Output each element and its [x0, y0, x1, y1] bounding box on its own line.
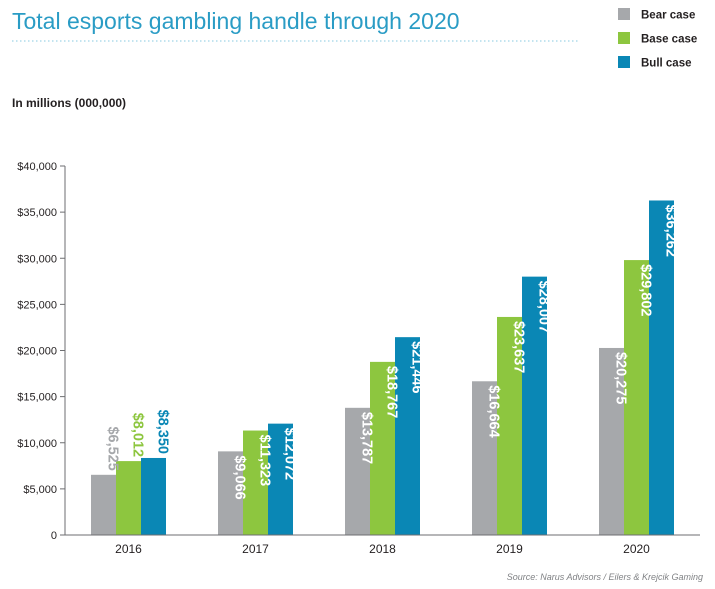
data-label: $21,446	[409, 341, 425, 393]
data-label: $20,275	[613, 352, 629, 404]
bar	[141, 457, 166, 535]
x-tick-label: 2020	[623, 542, 650, 556]
data-label-group: $20,275	[613, 352, 629, 404]
data-label-group: $21,446	[409, 341, 425, 393]
bar	[91, 474, 116, 535]
bar	[116, 461, 141, 535]
legend-label: Base case	[641, 34, 697, 46]
data-label: $9,066	[232, 455, 248, 499]
bar	[649, 200, 674, 536]
y-tick-label: $25,000	[17, 299, 57, 311]
data-labels: $6,525 $8,012 $8,350 $9,066 $11,323 $12,072 $1…	[105, 204, 679, 499]
data-label: $8,012	[130, 413, 146, 457]
legend: Bear case Base case Bull case	[618, 8, 697, 70]
x-tick-label: 2017	[242, 542, 269, 556]
data-label: $11,323	[257, 435, 273, 487]
bars	[91, 200, 674, 536]
bar	[624, 260, 649, 535]
legend-swatch	[618, 8, 630, 20]
legend-label: Bull case	[641, 58, 692, 70]
legend-swatch	[618, 32, 630, 44]
bar	[599, 347, 624, 535]
data-label-group: $28,007	[536, 281, 552, 333]
bar	[497, 316, 522, 535]
data-label-group: $6,525	[105, 426, 121, 470]
bar	[395, 337, 420, 535]
bar	[370, 361, 395, 535]
x-axis: 2016 2017 2018 2019 2020	[65, 534, 700, 556]
data-label: $12,072	[282, 428, 298, 480]
data-label-group: $23,637	[511, 321, 527, 373]
unit-note: In millions (000,000)	[12, 96, 126, 110]
y-axis: 0 $5,000 $10,000 $15,000 $20,000 $25,000 $30,0…	[17, 161, 66, 542]
data-label-group: $29,802	[638, 264, 654, 316]
chart-title: Total esports gambling handle through 20…	[12, 8, 460, 34]
x-tick-label: 2019	[496, 542, 523, 556]
x-tick-label: 2016	[115, 542, 142, 556]
data-label-group: $9,066	[232, 455, 248, 499]
y-tick-label: $35,000	[17, 207, 57, 219]
bar	[268, 423, 293, 535]
y-tick-label: $5,000	[23, 484, 57, 496]
data-label: $28,007	[536, 281, 552, 333]
data-label-group: $18,767	[384, 366, 400, 418]
bar	[522, 276, 547, 535]
data-label-group: $8,350	[155, 410, 171, 454]
data-label-group: $16,664	[486, 385, 502, 437]
legend-label: Bear case	[641, 10, 695, 22]
x-tick-label: 2018	[369, 542, 396, 556]
data-label: $13,787	[359, 412, 375, 464]
data-label-group: $36,262	[663, 204, 679, 256]
data-label-group: $11,323	[257, 435, 273, 487]
bar	[218, 451, 243, 535]
data-label-group: $13,787	[359, 412, 375, 464]
bar	[345, 407, 370, 535]
y-tick-label: $30,000	[17, 253, 57, 265]
y-tick-label: $40,000	[17, 161, 57, 173]
data-label: $23,637	[511, 321, 527, 373]
data-label: $36,262	[663, 204, 679, 256]
data-label: $18,767	[384, 366, 400, 418]
bar	[243, 430, 268, 535]
data-label-group: $8,012	[130, 413, 146, 457]
legend-swatch	[618, 56, 630, 68]
data-label: $6,525	[105, 426, 121, 470]
source-note: Source: Narus Advisors / Eilers & Krejci…	[507, 572, 703, 582]
bar	[472, 381, 497, 535]
data-label: $16,664	[486, 385, 502, 437]
y-tick-label: $10,000	[17, 438, 57, 450]
y-tick-label: $15,000	[17, 392, 57, 404]
data-label: $8,350	[155, 410, 171, 454]
y-tick-label: 0	[51, 530, 57, 542]
data-label: $29,802	[638, 264, 654, 316]
y-tick-label: $20,000	[17, 346, 57, 358]
data-label-group: $12,072	[282, 428, 298, 480]
